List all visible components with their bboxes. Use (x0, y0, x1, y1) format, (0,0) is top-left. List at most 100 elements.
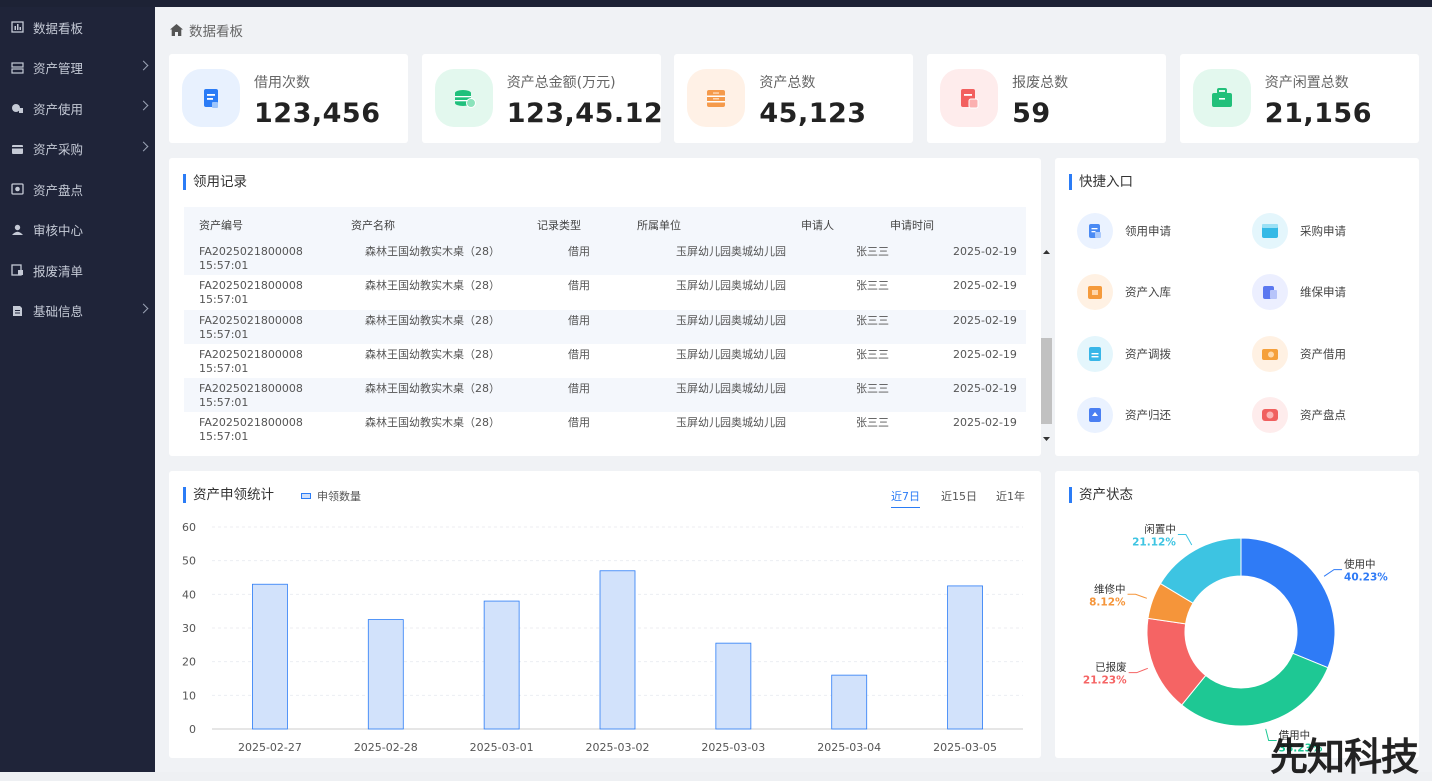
cell-date: 2025-02-19 (953, 245, 1017, 259)
quick-entry-item[interactable]: 资产借用 (1252, 334, 1412, 374)
slice-label: 闲置中 (1144, 523, 1176, 536)
stat-value: 21,156 (1264, 98, 1372, 129)
quick-entry-label: 资产盘点 (1300, 407, 1346, 422)
cell-name: 森林王国幼教实木桌（28） (365, 347, 500, 361)
column-header[interactable]: 资产名称 (351, 219, 395, 232)
cell-time: 15:57:01 (199, 430, 249, 444)
column-header[interactable]: 所属单位 (637, 219, 681, 232)
sidebar-item-5[interactable]: 审核中心 (0, 210, 155, 251)
range-tab[interactable]: 近7日 (891, 488, 920, 508)
asset-status-title: 资产状态 (1069, 487, 1133, 503)
quick-entry-item[interactable]: 资产盘点 (1252, 395, 1412, 435)
table-row[interactable]: FA2025021800008 森林王国幼教实木桌（28） 借用 玉屏幼儿园奥城幼儿园… (184, 378, 1026, 412)
chart-legend[interactable]: 申领数量 (301, 488, 361, 504)
quick-entry-panel: 快捷入口 领用申请 采购申请 资产入库 维保申请资产调拨 资产借用资产归还 资产盘点 (1055, 158, 1419, 456)
top-bar (0, 0, 1432, 7)
bar[interactable] (599, 570, 636, 730)
table-row[interactable]: FA2025021800008 森林王国幼教实木桌（28） 借用 玉屏幼儿园奥城幼儿园… (184, 275, 1026, 309)
sidebar-item-label: 基础信息 (33, 304, 84, 320)
stat-value: 123,456 (254, 98, 381, 129)
cell-type: 借用 (568, 347, 590, 361)
leader-line (1128, 667, 1149, 674)
sidebar-item-0[interactable]: 数据看板 (0, 7, 155, 48)
donut-slice[interactable] (1159, 537, 1242, 604)
slice-percent: 21.12% (1132, 537, 1176, 549)
bar[interactable] (483, 600, 520, 730)
slice-percent: 40.23% (1344, 572, 1388, 584)
sidebar-item-label: 报废清单 (33, 263, 84, 279)
quick-entry-item[interactable]: 领用申请 (1077, 211, 1237, 251)
quick-entry-item[interactable]: 维保申请 (1252, 272, 1412, 312)
server-icon (11, 62, 24, 74)
table-row[interactable]: FA2025021800008 森林王国幼教实木桌（28） 借用 玉屏幼儿园奥城幼儿园… (184, 241, 1026, 276)
cell-date: 2025-02-19 (953, 416, 1017, 430)
records-table: FA2025021800008 森林王国幼教实木桌（28） 借用 玉屏幼儿园奥城幼儿园… (184, 207, 1026, 447)
records-table-header: 资产编号 资产名称 记录类型 所属单位 申请人 申请时间 (184, 207, 1026, 243)
table-scrollbar[interactable] (1040, 245, 1053, 445)
main-content: 数据看板 借用次数 123,456 资产总金额(万元) 123,45.12 资产总数 45… (155, 7, 1432, 772)
borrow-icon (1252, 335, 1288, 372)
table-row[interactable]: FA2025021800008 森林王国幼教实木桌（28） 借用 玉屏幼儿园奥城幼儿园… (184, 412, 1026, 446)
bar[interactable] (831, 674, 868, 730)
bar[interactable] (715, 642, 752, 730)
bar[interactable] (947, 585, 983, 730)
sidebar-item-6[interactable]: 报废清单 (0, 250, 155, 291)
cell-user: 张三三 (856, 382, 889, 395)
slice-label: 借用中 (1279, 729, 1311, 742)
quick-entry-label: 资产归还 (1125, 407, 1171, 422)
quick-entry-item[interactable]: 资产归还 (1077, 395, 1237, 435)
cell-type: 借用 (568, 416, 590, 430)
sidebar-item-4[interactable]: 资产盘点 (0, 169, 155, 210)
cell-unit: 玉屏幼儿园奥城幼儿园 (676, 245, 786, 259)
trash-doc-icon (941, 70, 998, 126)
slice-label: 维修中 (1094, 582, 1126, 595)
sidebar-item-label: 资产盘点 (33, 182, 84, 198)
leader-line (1177, 534, 1193, 546)
range-tab[interactable]: 近15日 (941, 490, 977, 503)
x-tick-label: 2025-03-04 (817, 741, 881, 754)
scroll-thumb[interactable] (1041, 338, 1052, 424)
scroll-down-arrow[interactable] (1043, 437, 1050, 441)
quick-entry-item[interactable]: 资产调拨 (1077, 334, 1237, 374)
table-row[interactable]: FA2025021800008 森林王国幼教实木桌（28） 借用 玉屏幼儿园奥城幼儿园… (184, 344, 1026, 378)
cell-unit: 玉屏幼儿园奥城幼儿园 (676, 347, 786, 361)
document-icon (183, 70, 239, 126)
y-tick-label: 30 (182, 622, 196, 635)
sidebar-item-3[interactable]: 资产采购 (0, 129, 155, 170)
toolbox-icon (1193, 70, 1250, 126)
chart-icon (11, 21, 24, 33)
sidebar-item-label: 资产使用 (33, 101, 84, 117)
coins-icon (435, 70, 492, 126)
donut-slice[interactable] (1240, 537, 1336, 669)
cell-user: 张三三 (856, 279, 889, 293)
quick-entry-item[interactable]: 资产入库 (1077, 272, 1237, 312)
donut-slice[interactable] (1181, 652, 1329, 727)
stat-card-2: 资产总数 45,123 (674, 54, 914, 143)
check-icon (1252, 396, 1288, 433)
column-header[interactable]: 申请时间 (890, 219, 934, 232)
bar[interactable] (252, 583, 288, 730)
bar-chart: 0 10 20 30 40 50 60 2025-02-27 2025-02-28 2025-03… (182, 521, 1023, 754)
inventory-icon (11, 183, 24, 195)
apply-icon (1077, 213, 1113, 249)
quick-entry-label: 维保申请 (1300, 285, 1346, 300)
scroll-up-arrow[interactable] (1043, 250, 1050, 254)
table-row[interactable]: FA2025021800008 森林王国幼教实木桌（28） 借用 玉屏幼儿园奥城幼儿园… (184, 309, 1026, 344)
column-header[interactable]: 资产编号 (199, 219, 243, 232)
cell-unit: 玉屏幼儿园奥城幼儿园 (676, 416, 786, 430)
quick-entry-title: 快捷入口 (1069, 174, 1133, 190)
column-header[interactable]: 记录类型 (537, 219, 581, 232)
column-header[interactable]: 申请人 (801, 219, 834, 232)
sidebar-item-2[interactable]: 资产使用 (0, 88, 155, 129)
sidebar-item-1[interactable]: 资产管理 (0, 48, 155, 89)
stat-card-4: 资产闲置总数 21,156 (1179, 54, 1419, 143)
y-tick-label: 0 (189, 723, 196, 736)
legend-label: 申领数量 (317, 490, 361, 503)
quick-entry-item[interactable]: 采购申请 (1252, 211, 1412, 251)
range-tab[interactable]: 近1年 (996, 490, 1025, 503)
chevron-right-icon (138, 100, 149, 111)
bar[interactable] (367, 619, 404, 730)
sidebar-item-7[interactable]: 基础信息 (0, 291, 155, 332)
leader-line (1127, 593, 1148, 599)
home-icon (170, 24, 183, 36)
